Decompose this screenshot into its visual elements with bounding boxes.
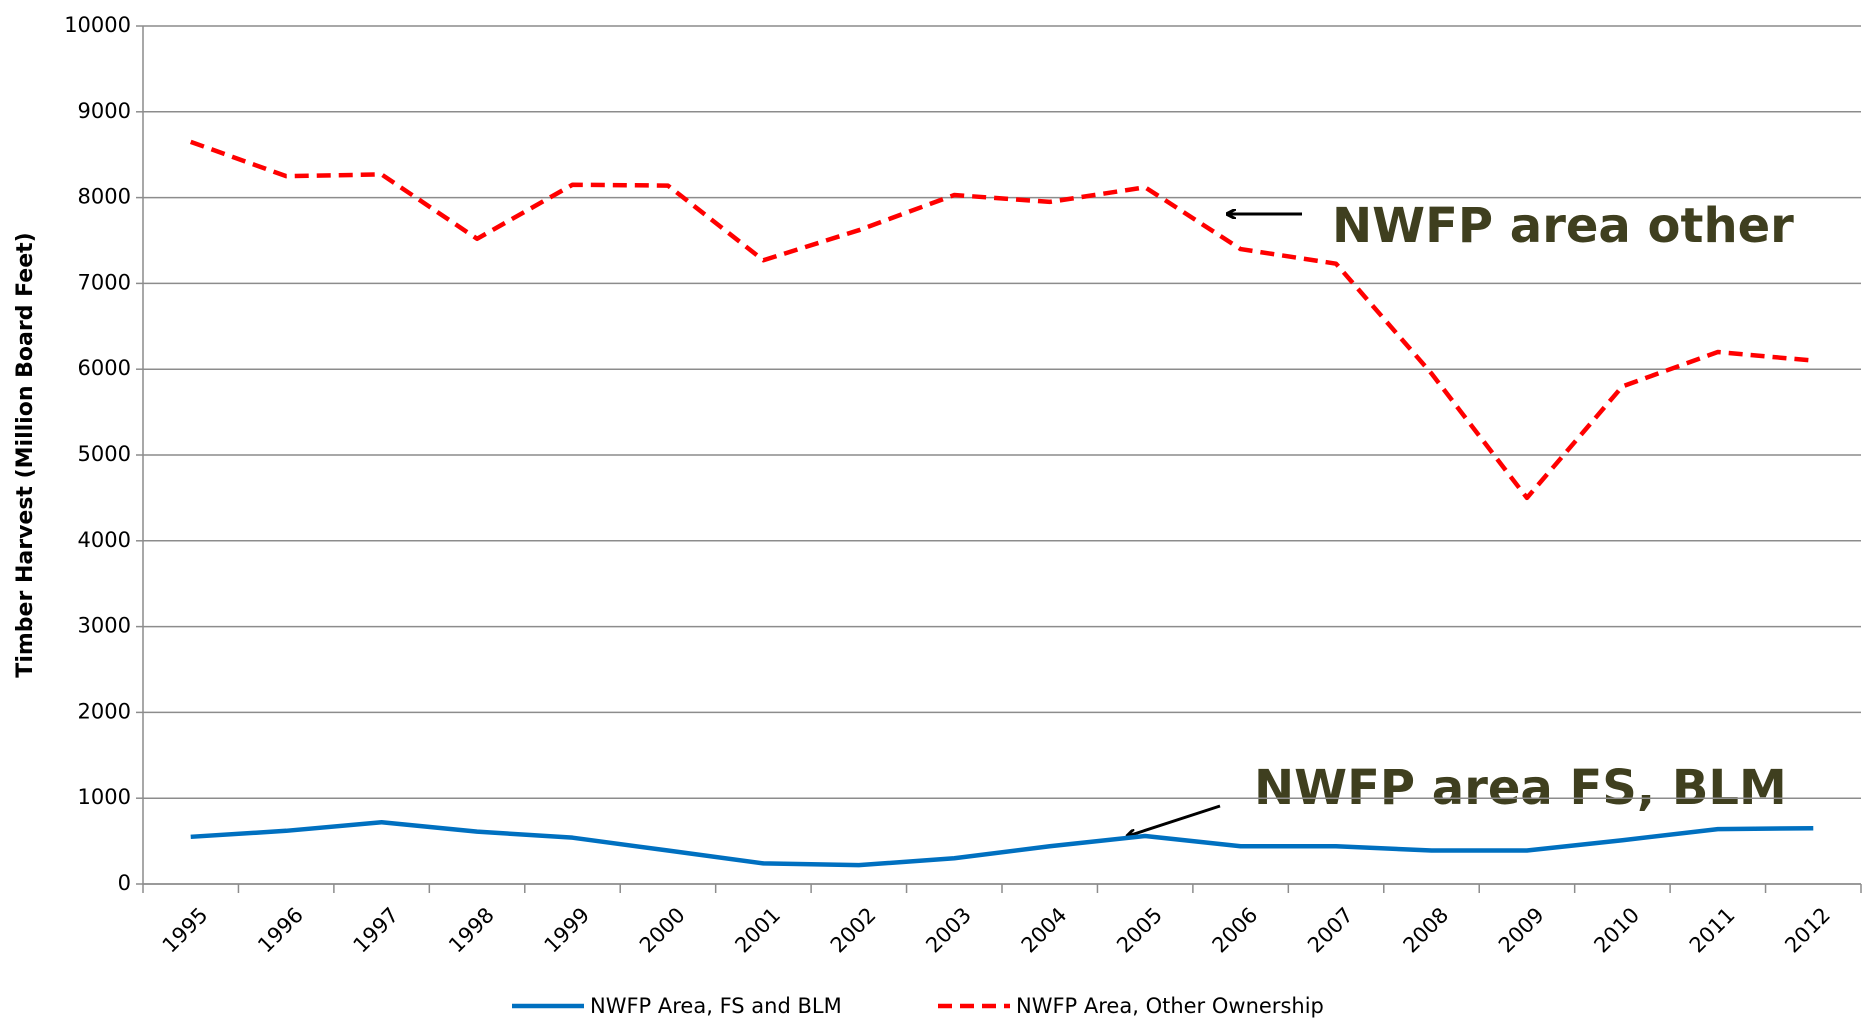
x-tick-label: 2012 [1780, 903, 1835, 958]
legend-label: NWFP Area, FS and BLM [590, 994, 842, 1018]
y-tick-label: 4000 [78, 528, 131, 552]
y-tick-label: 6000 [78, 356, 131, 380]
y-tick-label: 0 [118, 871, 131, 895]
x-tick-label: 1997 [349, 903, 404, 958]
y-tick-label: 8000 [78, 185, 131, 209]
annotation: NWFP area other [1332, 198, 1794, 254]
y-tick-label: 2000 [78, 699, 131, 723]
x-tick-label: 1998 [444, 903, 499, 958]
x-tick-label: 1995 [158, 903, 213, 958]
x-tick-label: 2005 [1112, 903, 1167, 958]
x-tick-label: 2003 [921, 903, 976, 958]
y-tick-label: 9000 [78, 99, 131, 123]
arrow [1128, 804, 1221, 836]
x-tick-label: 1996 [253, 903, 308, 958]
x-tick-label: 2000 [635, 903, 690, 958]
x-tick-label: 2009 [1494, 903, 1549, 958]
annotation: NWFP area FS, BLM [1254, 760, 1787, 816]
series-line [189, 139, 1814, 501]
y-tick-label: 7000 [78, 270, 131, 294]
x-tick-label: 2008 [1399, 903, 1454, 958]
x-tick-label: 1999 [540, 903, 595, 958]
y-tick-label: 10000 [64, 13, 131, 37]
legend-label: NWFP Area, Other Ownership [1016, 994, 1324, 1018]
x-tick-label: 2007 [1303, 903, 1358, 958]
x-tick-label: 2006 [1208, 903, 1263, 958]
x-tick-label: 2010 [1589, 903, 1644, 958]
x-tick-label: 2011 [1685, 903, 1740, 958]
y-axis-label: Timber Harvest (Million Board Feet) [13, 232, 38, 677]
x-tick-label: 2001 [730, 903, 785, 958]
x-tick-label: 2004 [1017, 903, 1072, 958]
y-tick-label: 1000 [78, 785, 131, 809]
series-line [190, 819, 1814, 868]
x-tick-label: 2002 [826, 903, 881, 958]
y-tick-label: 5000 [78, 442, 131, 466]
y-tick-label: 3000 [78, 614, 131, 638]
